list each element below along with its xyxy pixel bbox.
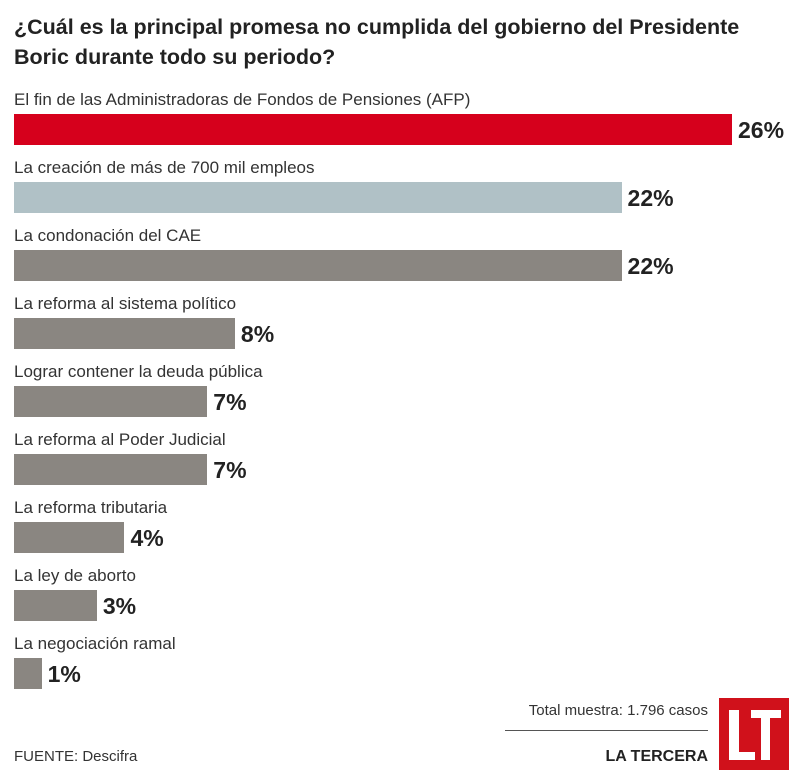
category-label: El fin de las Administradoras de Fondos … <box>14 90 471 109</box>
value-label: 4% <box>130 525 164 551</box>
category-label: La reforma tributaria <box>14 498 168 517</box>
category-label: La creación de más de 700 mil empleos <box>14 158 315 177</box>
value-label: 7% <box>213 457 247 483</box>
divider <box>505 730 708 731</box>
bar-row: Lograr contener la deuda pública 7% <box>14 362 794 430</box>
category-label: La reforma al sistema político <box>14 294 237 313</box>
bar <box>14 590 97 621</box>
category-label: Lograr contener la deuda pública <box>14 362 263 381</box>
value-label: 26% <box>738 117 785 143</box>
sample-size: Total muestra: 1.796 casos <box>528 702 708 719</box>
brand-name: LA TERCERA <box>605 748 708 765</box>
bar <box>14 454 208 485</box>
bar-row: La creación de más de 700 mil empleos 22% <box>14 158 794 226</box>
category-label: La condonación del CAE <box>14 226 202 245</box>
bar <box>14 250 622 281</box>
bar <box>14 522 125 553</box>
chart-title: ¿Cuál es la principal promesa no cumplid… <box>14 15 740 69</box>
bar <box>14 114 732 145</box>
source-label: FUENTE: Descifra <box>14 748 138 765</box>
bar-row: La reforma al Poder Judicial 7% <box>14 430 794 498</box>
value-label: 22% <box>627 253 674 279</box>
value-label: 22% <box>627 185 674 211</box>
bar <box>14 182 622 213</box>
bar-row: La reforma al sistema político 8% <box>14 294 794 362</box>
value-label: 8% <box>240 321 275 347</box>
bar-row: La reforma tributaria 4% <box>14 498 794 566</box>
category-label: La reforma al Poder Judicial <box>14 430 226 449</box>
bar-row: La ley de aborto 3% <box>14 566 794 634</box>
value-label: 1% <box>47 661 81 687</box>
category-label: La ley de aborto <box>14 566 136 585</box>
bar-row: La negociación ramal 1% <box>14 634 794 702</box>
category-label: La negociación ramal <box>14 634 176 653</box>
bar <box>14 386 208 417</box>
la-tercera-logo <box>719 698 789 770</box>
bar-row: La condonación del CAE 22% <box>14 226 794 294</box>
bar <box>14 658 42 689</box>
value-label: 7% <box>213 389 247 415</box>
value-label: 3% <box>102 593 137 619</box>
bar <box>14 318 235 349</box>
bar-row: El fin de las Administradoras de Fondos … <box>14 90 794 158</box>
